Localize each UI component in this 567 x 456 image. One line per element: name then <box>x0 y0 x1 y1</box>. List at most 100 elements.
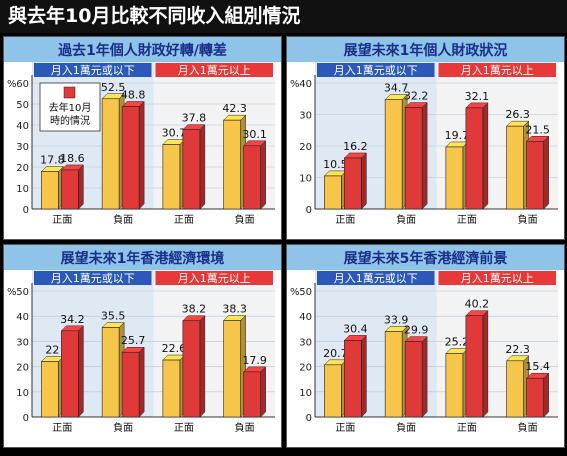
bar-side <box>421 336 428 418</box>
bar <box>526 377 544 418</box>
chart-title: 展望未來1年個人財政狀況 <box>344 42 508 59</box>
y-tick-label: 20 <box>16 163 29 174</box>
chart-panel-2: 展望未來1年個人財政狀況 月入1萬元或以下 月入1萬元以上 0 10 20 30 40% 10.… <box>286 36 565 240</box>
bar-value-label: 26.3 <box>505 108 530 121</box>
bar-value-label: 17.9 <box>242 354 267 367</box>
group-label-box-2 <box>155 271 273 285</box>
y-tick-label: 30 <box>16 142 29 153</box>
bar-side <box>260 366 266 418</box>
bar-side <box>543 372 549 418</box>
y-tick-label: 0 <box>306 413 312 424</box>
y-axis-label: % <box>290 287 300 298</box>
bar-value-label: 34.2 <box>60 313 85 326</box>
bar-value-label: 42.3 <box>222 102 247 115</box>
y-tick-label: 20 <box>299 142 312 153</box>
group-label-2: 月入1萬元以上 <box>178 64 251 77</box>
x-tick-label: 正面 <box>457 215 477 226</box>
bar <box>465 107 484 210</box>
x-tick-label: 負面 <box>235 422 255 434</box>
bar <box>324 175 342 210</box>
y-tick-label: 10 <box>299 388 312 399</box>
chart-panel-3: 展望未來1年香港經濟環境 月入1萬元或以下 月入1萬元以上 0 10 20 30 40 50% 2… <box>3 244 282 448</box>
bar-side <box>482 102 489 210</box>
bar-side <box>482 310 489 418</box>
group-label-2: 月入1萬元以上 <box>461 272 534 285</box>
bar-value-label: 34.7 <box>384 82 409 95</box>
group-label-1: 月入1萬元或以下 <box>334 272 418 285</box>
x-tick-label: 負面 <box>518 422 538 434</box>
bar <box>465 315 484 418</box>
y-tick-label: 10 <box>16 184 29 195</box>
bar-value-label: 38.3 <box>222 302 247 315</box>
note-text-line1: 去年10月 <box>49 101 92 114</box>
bar <box>41 361 59 418</box>
bar-value-label: 48.8 <box>121 89 146 102</box>
bar-value-label: 25.7 <box>121 334 146 347</box>
bar-value-label: 30.1 <box>242 128 267 141</box>
y-tick-label: 50 <box>16 287 29 298</box>
bar-value-label: 16.2 <box>343 140 368 153</box>
bar-value-label: 25.2 <box>445 335 470 348</box>
bar-side <box>421 101 428 210</box>
bar <box>182 129 201 210</box>
group-label-1: 月入1萬元或以下 <box>51 272 135 285</box>
bar-side <box>543 135 549 210</box>
bar-value-label: 38.2 <box>182 303 207 316</box>
chart-title-band <box>4 245 281 270</box>
bar <box>61 169 79 210</box>
bar-value-label: 32.2 <box>404 90 429 103</box>
chart-title-band <box>4 37 281 62</box>
group-label-2: 月入1萬元以上 <box>461 64 534 77</box>
bar-value-label: 37.8 <box>182 112 207 125</box>
bar <box>61 330 79 418</box>
y-tick-label: 40 <box>299 79 312 90</box>
y-tick-label: 50 <box>299 287 312 298</box>
y-axis-label: % <box>7 287 17 298</box>
chart-panel-4: 展望未來5年香港經濟前景 月入1萬元或以下 月入1萬元以上 0 10 20 30 40 50% 2… <box>286 244 565 448</box>
x-tick-label: 負面 <box>396 214 416 226</box>
x-tick-label: 負面 <box>113 214 133 226</box>
bar-value-label: 32.1 <box>465 90 490 103</box>
bar <box>162 359 181 418</box>
chart-title-band <box>287 245 564 270</box>
y-tick-label: 20 <box>299 363 312 374</box>
bar-value-label: 10.5 <box>323 158 348 171</box>
bar <box>121 106 140 210</box>
bar <box>41 171 59 210</box>
bar-side <box>138 100 145 210</box>
x-tick-label: 正面 <box>335 423 355 434</box>
group-label-box-1 <box>34 63 152 77</box>
bar-value-label: 30.4 <box>343 322 368 335</box>
chart-title: 展望未來5年香港經濟前景 <box>344 250 508 267</box>
y-tick-label: 40 <box>16 312 29 323</box>
y-tick-label: 30 <box>16 337 29 348</box>
y-tick-label: 40 <box>299 312 312 323</box>
bar-value-label: 33.9 <box>384 314 409 327</box>
bar-value-label: 18.6 <box>60 152 85 165</box>
bar <box>223 320 241 418</box>
bar-value-label: 35.5 <box>101 310 126 323</box>
y-axis-label: % <box>290 79 300 90</box>
bar-value-label: 52.5 <box>101 81 126 94</box>
bar <box>101 327 120 418</box>
bar <box>384 331 403 418</box>
page-title: 與去年10月比較不同收入組別情況 <box>0 0 567 33</box>
bar <box>324 364 342 418</box>
chart-title: 過去1年個人財政好轉/轉差 <box>57 42 227 59</box>
group-label-box-2 <box>155 63 273 77</box>
chart-title-band <box>287 37 564 62</box>
x-tick-label: 正面 <box>335 215 355 226</box>
y-tick-label: 10 <box>299 174 312 185</box>
bar <box>344 340 362 418</box>
note-swatch <box>63 86 76 99</box>
note-box <box>39 82 101 132</box>
bar-side <box>199 315 206 418</box>
y-tick-label: 20 <box>16 363 29 374</box>
chart-title: 展望未來1年香港經濟環境 <box>61 250 225 267</box>
y-tick-label: 60 <box>16 79 29 90</box>
y-tick-label: 0 <box>23 205 29 216</box>
